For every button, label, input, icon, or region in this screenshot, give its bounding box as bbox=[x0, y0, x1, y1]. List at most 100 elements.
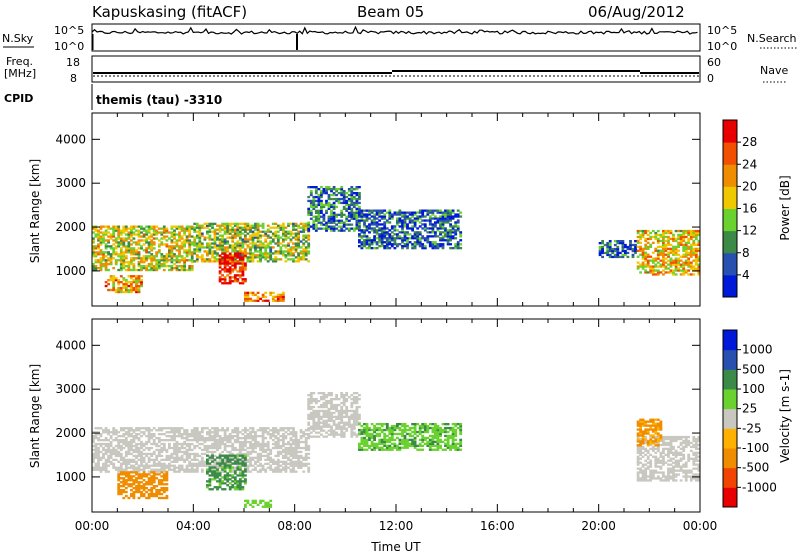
echo-band-2 bbox=[206, 454, 247, 491]
velocity-ylabel: Slant Range [km] bbox=[28, 364, 42, 468]
velocity-colorbar: -1000 -500 -100 -25 25 100 500 1000 Velocity [m… bbox=[722, 329, 792, 508]
echo-band-7 bbox=[598, 240, 637, 259]
colorbar-tick-label: 1000 bbox=[742, 343, 773, 357]
colorbar-swatch bbox=[723, 369, 737, 390]
echo-band-5 bbox=[244, 499, 273, 508]
freq-panel: Freq. [MHz] 18 8 60 0 Nave bbox=[4, 55, 788, 85]
velocity-colorbar-label: Velocity [m s-1] bbox=[778, 369, 792, 463]
freq-tick-top: 18 bbox=[66, 56, 80, 69]
colorbar-swatch bbox=[723, 142, 737, 165]
echo-band-4 bbox=[358, 423, 463, 451]
colorbar-tick-label: 4 bbox=[742, 268, 750, 282]
echo-band-0 bbox=[92, 225, 194, 272]
x-tick-label: 00:00 bbox=[75, 519, 110, 533]
x-tick-label: 16:00 bbox=[480, 519, 515, 533]
y-tick-label: 2000 bbox=[55, 220, 86, 234]
echo-band-1 bbox=[117, 471, 169, 500]
power-panel: 1000 2000 3000 4000 Slant Range [km] bbox=[28, 112, 701, 307]
y-tick-label: 4000 bbox=[55, 132, 86, 146]
freq-tick-bottom: 8 bbox=[70, 72, 77, 85]
colorbar-tick-label: 16 bbox=[742, 202, 757, 216]
colorbar-swatch bbox=[723, 186, 737, 209]
colorbar-swatch bbox=[723, 274, 737, 298]
nsearch-tick-bottom: 10^0 bbox=[707, 40, 737, 53]
colorbar-swatch bbox=[723, 408, 737, 429]
nsky-tick-top: 10^5 bbox=[54, 24, 84, 37]
colorbar-swatch bbox=[723, 448, 737, 469]
colorbar-swatch bbox=[723, 428, 737, 449]
colorbar-swatch bbox=[723, 467, 737, 488]
station-title: Kapuskasing (fitACF) bbox=[92, 3, 247, 21]
colorbar-tick-label: 8 bbox=[742, 246, 750, 260]
echo-band-0 bbox=[92, 427, 311, 473]
power-y-axis: 1000 2000 3000 4000 bbox=[55, 132, 700, 278]
nsky-label: N.Sky bbox=[2, 32, 34, 45]
x-axis-label: Time UT bbox=[370, 540, 421, 554]
nsky-trace bbox=[91, 25, 698, 35]
x-tick-label: 08:00 bbox=[277, 519, 312, 533]
cpid-value: themis (tau) -3310 bbox=[96, 93, 222, 107]
nave-label: Nave bbox=[760, 64, 788, 77]
y-tick-label: 1000 bbox=[55, 264, 86, 278]
colorbar-tick-label: 28 bbox=[742, 135, 757, 149]
y-tick-label: 2000 bbox=[55, 426, 86, 440]
echo-band-3 bbox=[307, 186, 361, 232]
freq-label-line2: [MHz] bbox=[4, 67, 36, 80]
colorbar-swatch bbox=[723, 164, 737, 187]
y-tick-label: 3000 bbox=[55, 176, 86, 190]
y-tick-label: 1000 bbox=[55, 470, 86, 484]
nsky-tick-bottom: 10^0 bbox=[54, 40, 84, 53]
power-ylabel: Slant Range [km] bbox=[28, 159, 42, 263]
colorbar-swatch bbox=[723, 330, 737, 351]
cpid-label: CPID bbox=[4, 92, 33, 105]
colorbar-swatch bbox=[723, 208, 737, 232]
colorbar-tick-label: 20 bbox=[742, 179, 757, 193]
velocity-panel: 1000 2000 3000 4000 00:00 04:00 08:00 12:00 16:… bbox=[28, 318, 718, 554]
freq-label-line1: Freq. bbox=[6, 55, 33, 68]
colorbar-tick-label: 12 bbox=[742, 224, 757, 238]
colorbar-tick-label: 24 bbox=[742, 157, 757, 171]
colorbar-swatch bbox=[723, 252, 737, 276]
x-tick-label: 12:00 bbox=[379, 519, 414, 533]
echo-band-8 bbox=[636, 229, 701, 276]
echo-band-6 bbox=[244, 291, 285, 302]
colorbar-swatch bbox=[723, 349, 737, 370]
power-echoes bbox=[92, 186, 701, 302]
x-tick-label: 20:00 bbox=[581, 519, 616, 533]
x-tick-label: 04:00 bbox=[176, 519, 211, 533]
colorbar-tick-label: -500 bbox=[742, 461, 769, 475]
power-x-ticks bbox=[91, 113, 701, 306]
nsearch-tick-top: 10^5 bbox=[707, 24, 737, 37]
velocity-echoes bbox=[92, 392, 701, 508]
echo-band-2 bbox=[218, 252, 247, 285]
x-tick-label: 00:00 bbox=[683, 519, 718, 533]
colorbar-swatch bbox=[723, 120, 737, 143]
nsearch-label: N.Search bbox=[747, 32, 797, 45]
colorbar-tick-label: 25 bbox=[742, 402, 757, 416]
nsky-panel: N.Sky 10^5 10^0 10^5 10^0 N.Search bbox=[2, 23, 798, 53]
colorbar-tick-label: -25 bbox=[742, 421, 762, 435]
power-colorbar-label: Power [dB] bbox=[778, 175, 792, 240]
echo-band-5 bbox=[104, 275, 143, 294]
cpid-panel: CPID themis (tau) -3310 bbox=[4, 84, 222, 110]
echo-band-4 bbox=[358, 209, 463, 250]
date-title: 06/Aug/2012 bbox=[588, 3, 685, 21]
colorbar-swatch bbox=[723, 487, 737, 508]
colorbar-tick-label: -1000 bbox=[742, 480, 777, 494]
velocity-x-axis: 00:00 04:00 08:00 12:00 16:00 20:00 00:00 bbox=[75, 319, 718, 533]
nave-tick-top: 60 bbox=[707, 56, 721, 69]
colorbar-tick-label: -100 bbox=[742, 441, 769, 455]
velocity-y-axis: 1000 2000 3000 4000 bbox=[55, 338, 700, 484]
echo-band-3 bbox=[307, 392, 361, 438]
power-colorbar: 4 8 12 16 20 24 28 Power [dB] bbox=[722, 119, 792, 298]
nave-tick-bottom: 0 bbox=[707, 72, 714, 85]
y-tick-label: 3000 bbox=[55, 382, 86, 396]
echo-band-7 bbox=[636, 418, 663, 447]
colorbar-swatch bbox=[723, 230, 737, 254]
colorbar-swatch bbox=[723, 389, 737, 410]
colorbar-tick-label: 500 bbox=[742, 362, 765, 376]
beam-title: Beam 05 bbox=[357, 3, 424, 21]
colorbar-tick-label: 100 bbox=[742, 382, 765, 396]
echo-band-1 bbox=[193, 222, 311, 263]
